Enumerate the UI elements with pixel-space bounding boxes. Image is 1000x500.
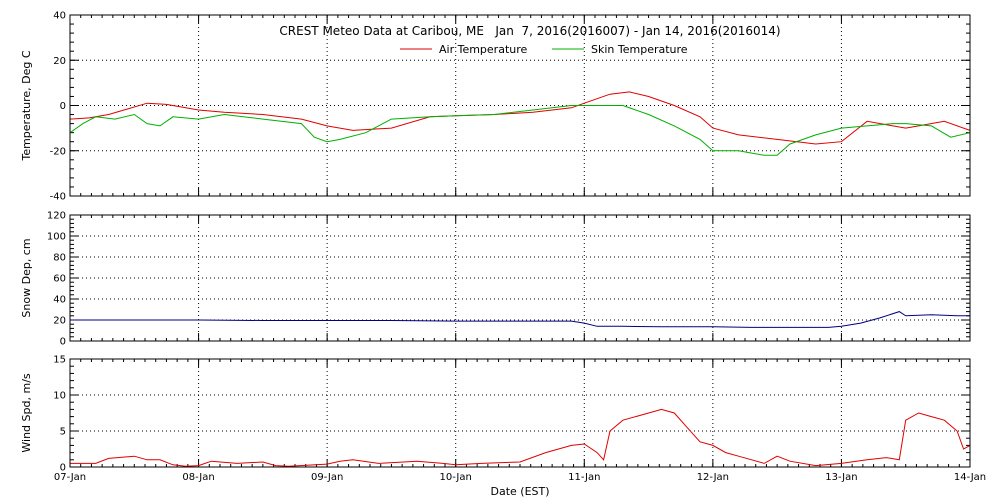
legend: Air Temperature Skin Temperature (400, 43, 688, 56)
y-tick-label: -20 (50, 146, 66, 157)
y-tick-label: 15 (53, 355, 66, 366)
x-tick-label: 13-Jan (825, 472, 857, 483)
series-line-0-1 (69, 105, 971, 156)
y-tick-label: 40 (53, 295, 66, 306)
y-tick-label: 100 (47, 232, 66, 243)
y-tick-label: 120 (47, 211, 66, 222)
y-tick-label: -40 (50, 192, 66, 203)
series-line-2-0 (70, 408, 971, 467)
x-tick-label: 08-Jan (182, 472, 214, 483)
x-tick-label: 09-Jan (311, 472, 343, 483)
y-tick-label: 0 (60, 463, 66, 474)
y-axis-title: Snow Dep, cm (20, 238, 33, 317)
y-tick-label: 40 (53, 11, 66, 22)
panel-0: -40 -20 0 20 40 Temperature, Deg C (20, 11, 971, 203)
y-tick-label: 5 (60, 427, 66, 438)
x-tick-label: 12-Jan (697, 472, 729, 483)
chart-title: CREST Meteo Data at Caribou, ME Jan 7, 2… (279, 24, 780, 38)
series-line-1-0 (70, 311, 970, 328)
x-tick-label: 14-Jan (954, 472, 986, 483)
panel-frame (69, 358, 971, 468)
y-tick-label: 0 (60, 337, 66, 348)
y-tick-label: 60 (53, 274, 66, 285)
panel-frame (69, 214, 971, 342)
y-tick-label: 20 (53, 56, 66, 67)
x-axis-title: Date (EST) (490, 485, 549, 498)
legend-label-skin: Skin Temperature (591, 43, 688, 56)
legend-label-air: Air Temperature (439, 43, 528, 56)
y-tick-label: 0 (60, 101, 66, 112)
x-tick-label: 10-Jan (440, 472, 472, 483)
panel-frame (69, 14, 971, 197)
y-tick-label: 20 (53, 316, 66, 327)
panel-2: 0 5 10 15 Wind Spd, m/s (20, 355, 971, 474)
y-axis-title: Temperature, Deg C (20, 50, 33, 161)
y-tick-label: 10 (53, 391, 66, 402)
y-axis-title: Wind Spd, m/s (20, 373, 33, 453)
panel-1: 0 20 40 60 80 100 120 Snow Dep, cm (20, 211, 971, 348)
y-tick-label: 80 (53, 253, 66, 264)
x-tick-label: 11-Jan (568, 472, 600, 483)
x-tick-label: 07-Jan (54, 472, 86, 483)
